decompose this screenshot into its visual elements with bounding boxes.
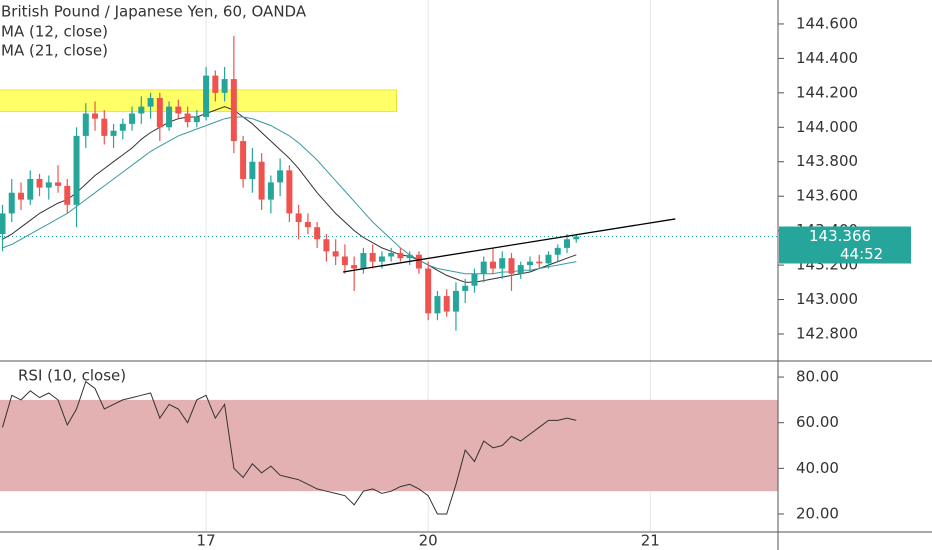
y-tick-label: 144.400 <box>796 49 858 67</box>
candle-body <box>536 261 543 264</box>
candle-body <box>388 253 395 257</box>
candle-body <box>304 222 311 228</box>
candle-body <box>471 273 478 286</box>
trendline <box>342 218 676 273</box>
candle-body <box>27 178 34 200</box>
candle-body <box>554 247 561 255</box>
candle-body <box>406 254 413 259</box>
candle-body <box>73 135 80 205</box>
candle-body <box>119 123 126 131</box>
candle-body <box>462 285 469 291</box>
candle-body <box>314 227 321 240</box>
candle-body <box>64 185 71 205</box>
candle-body <box>138 106 145 114</box>
candle-body <box>286 170 293 214</box>
price-label-box <box>779 226 911 246</box>
rsi-line <box>2 380 577 515</box>
y-tick-label: 40.00 <box>796 459 839 477</box>
candle-body <box>452 290 459 312</box>
candle-body <box>499 258 506 269</box>
candle-body <box>517 265 524 274</box>
y-tick-label: 60.00 <box>796 413 839 431</box>
candle-body <box>397 253 404 259</box>
y-tick-label: 144.200 <box>796 83 858 101</box>
candle-body <box>240 141 247 179</box>
candle-body <box>341 256 348 266</box>
chart-title: British Pound / Japanese Yen, 60, OANDA <box>1 3 307 21</box>
candle-body <box>184 113 191 123</box>
candle-body <box>156 98 163 128</box>
ma-line <box>2 106 577 283</box>
candle-body <box>36 178 43 188</box>
candle-body <box>267 182 274 200</box>
candle-body <box>489 261 496 269</box>
candle-body <box>8 192 15 214</box>
candle-body <box>434 296 441 314</box>
candle-body <box>45 182 52 188</box>
candle-body <box>221 79 228 93</box>
candle-body <box>110 130 117 136</box>
candle-body <box>508 258 515 274</box>
candle-body <box>443 296 450 312</box>
candle-body <box>249 161 256 179</box>
candle-body <box>82 113 89 136</box>
candle-body <box>0 213 6 235</box>
candle-body <box>378 256 385 262</box>
candle-body <box>277 170 284 183</box>
candle-body <box>212 75 219 93</box>
candle-body <box>55 182 62 186</box>
countdown: 44:52 <box>840 245 883 263</box>
countdown-box <box>779 245 911 264</box>
candle-body <box>545 254 552 264</box>
price-label: 143.366 <box>809 227 871 245</box>
x-tick-label: 17 <box>197 532 216 550</box>
y-tick-label: 143.000 <box>796 290 858 308</box>
legend-entry: MA (12, close) <box>1 23 108 41</box>
candle-body <box>480 261 487 274</box>
candle-body <box>129 113 136 124</box>
y-tick-label: 80.00 <box>796 368 839 386</box>
candle-body <box>193 116 200 123</box>
ma-line <box>2 116 577 275</box>
y-tick-label: 144.600 <box>796 14 858 32</box>
candle-body <box>92 113 99 119</box>
candle-body <box>323 239 330 252</box>
candle-body <box>295 213 302 223</box>
candle-body <box>360 253 367 269</box>
rsi-title: RSI (10, close) <box>18 367 126 385</box>
candle-body <box>230 79 237 142</box>
candle-body <box>415 254 422 269</box>
y-tick-label: 142.800 <box>796 324 858 342</box>
candle-body <box>332 251 339 257</box>
x-tick-label: 21 <box>641 532 660 550</box>
candle-body <box>258 161 265 200</box>
candle-body <box>203 75 210 117</box>
candle-body <box>147 98 154 107</box>
candle-body <box>369 253 376 262</box>
legend-entry: MA (21, close) <box>1 42 108 60</box>
candle-body <box>175 106 182 114</box>
candle-body <box>101 118 108 136</box>
candle-body <box>526 261 533 266</box>
zone <box>0 89 397 113</box>
y-tick-label: 143.800 <box>796 152 858 170</box>
y-tick-label: 20.00 <box>796 504 839 522</box>
y-tick-label: 144.000 <box>796 118 858 136</box>
y-tick-label: 143.600 <box>796 187 858 205</box>
candle-body <box>18 192 25 200</box>
x-tick-label: 20 <box>419 532 438 550</box>
candle-body <box>564 239 571 248</box>
candle-body <box>166 106 173 128</box>
candle-body <box>351 265 358 269</box>
candle-body <box>573 236 580 240</box>
rsi-band <box>0 399 778 492</box>
candle-body <box>425 268 432 314</box>
